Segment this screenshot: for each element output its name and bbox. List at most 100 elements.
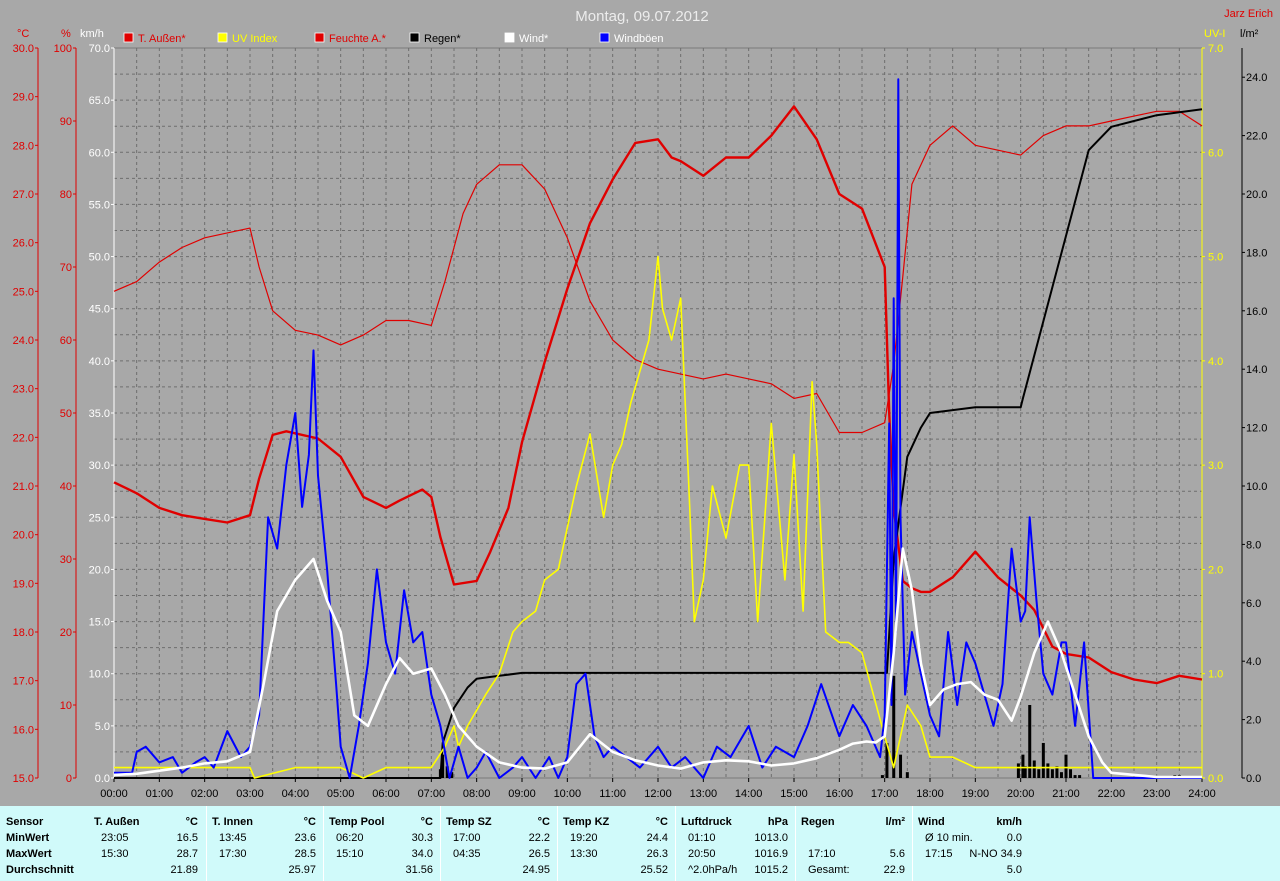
- stats-min-time: 06:20: [336, 832, 364, 844]
- uv-tick-label: 7.0: [1208, 43, 1223, 55]
- temp-tick-label: 20.0: [13, 530, 34, 542]
- stats-label-max: MaxWert: [6, 848, 52, 860]
- legend-label: UV Index: [232, 33, 278, 45]
- stats-min-value: 23.6: [294, 832, 316, 844]
- legend-swatch: [504, 32, 515, 43]
- x-tick-label: 03:00: [236, 788, 264, 800]
- hum-tick-label: 30: [60, 554, 72, 566]
- stats-avg-label: Gesamt:: [808, 864, 850, 876]
- rain-bar: [1055, 766, 1059, 778]
- hum-tick-label: 10: [60, 700, 72, 712]
- stats-max-value: 34.0: [411, 848, 433, 860]
- stats-row-labels: Sensor MinWert MaxWert Durchschnitt: [0, 806, 89, 881]
- stats-avg-value: 25.52: [640, 864, 668, 876]
- rain-bar: [1028, 705, 1032, 778]
- stats-min-time: 19:20: [570, 832, 598, 844]
- hum-tick-label: 90: [60, 116, 72, 128]
- hum-tick-label: 100: [54, 43, 72, 55]
- rain-bar: [880, 775, 884, 778]
- legend-label: Wind*: [519, 33, 549, 45]
- legend-label: T. Außen*: [138, 33, 186, 45]
- stats-min-time: 17:00: [453, 832, 481, 844]
- rain-bar: [445, 766, 449, 778]
- temp-tick-label: 18.0: [13, 627, 34, 639]
- legend-label: Feuchte A.*: [329, 33, 387, 45]
- temp-tick-label: 17.0: [13, 676, 34, 688]
- stats-label-avg: Durchschnitt: [6, 864, 74, 876]
- wind-tick-label: 25.0: [89, 512, 110, 524]
- x-tick-label: 09:00: [508, 788, 536, 800]
- stats-block-6: Luftdruck hPa 01:10 1013.0 20:50 1016.9 ^2.0hP…: [675, 806, 796, 881]
- rain-tick-label: 18.0: [1246, 247, 1267, 259]
- stats-max-time: 17:15: [925, 848, 953, 860]
- stats-max-value: 28.7: [176, 848, 198, 860]
- x-tick-label: 22:00: [1098, 788, 1126, 800]
- stats-max-time: 15:30: [101, 848, 129, 860]
- stats-avg-value: 31.56: [405, 864, 433, 876]
- wind-tick-label: 5.0: [95, 721, 110, 733]
- rain-bar: [1059, 772, 1063, 778]
- stats-max-time: 20:50: [688, 848, 716, 860]
- rain-tick-label: 0.0: [1246, 773, 1261, 785]
- temp-tick-label: 15.0: [13, 773, 34, 785]
- stats-block-unit: °C: [655, 816, 668, 828]
- rain-tick-label: 16.0: [1246, 306, 1267, 318]
- rain-tick-label: 20.0: [1246, 189, 1267, 201]
- rain-bar: [1021, 754, 1025, 778]
- axes: 00:00 01:00 02:00 03:00 04:00 05:00 06:00 07:00…: [13, 43, 1268, 800]
- stats-table: Sensor MinWert MaxWert Durchschnitt T. A…: [0, 806, 1280, 881]
- hum-tick-label: 40: [60, 481, 72, 493]
- author-label: Jarz Erich: [1224, 8, 1273, 20]
- x-tick-label: 10:00: [554, 788, 582, 800]
- rain-tick-label: 12.0: [1246, 423, 1267, 435]
- stats-max-time: 13:30: [570, 848, 598, 860]
- rain-bar: [450, 772, 454, 778]
- stats-max-time: 04:35: [453, 848, 481, 860]
- series-wind: [113, 547, 1202, 779]
- wind-tick-label: 20.0: [89, 564, 110, 576]
- stats-block-1: T. Außen °C 23:05 16.5 15:30 28.7 21.89: [89, 806, 206, 881]
- stats-block-unit: °C: [303, 816, 316, 828]
- wind-unit-label: km/h: [80, 28, 104, 40]
- stats-avg-value: 24.95: [522, 864, 550, 876]
- legend-label: Regen*: [424, 33, 461, 45]
- temp-tick-label: 29.0: [13, 92, 34, 104]
- hum-tick-label: 60: [60, 335, 72, 347]
- stats-block-name: Luftdruck: [681, 816, 732, 828]
- temp-tick-label: 21.0: [13, 481, 34, 493]
- wind-tick-label: 55.0: [89, 199, 110, 211]
- x-tick-label: 17:00: [871, 788, 899, 800]
- stats-block-name: T. Außen: [94, 816, 140, 828]
- stats-max-value: N-NO 34.9: [969, 848, 1022, 860]
- legend-swatch: [409, 32, 420, 43]
- wind-tick-label: 35.0: [89, 408, 110, 420]
- rain-bars: [438, 675, 1181, 778]
- x-tick-label: 04:00: [282, 788, 310, 800]
- series-windben: [114, 78, 1202, 779]
- stats-block-8: Wind km/h Ø 10 min. 0.0 17:15 N-NO 34.9 5.0: [912, 806, 1030, 881]
- uv-unit-label: UV-I: [1204, 28, 1225, 40]
- stats-block-2: T. Innen °C 13:45 23.6 17:30 28.5 25.97: [206, 806, 324, 881]
- rain-bar: [899, 754, 903, 778]
- rain-bar: [441, 754, 445, 778]
- stats-block-name: Wind: [918, 816, 945, 828]
- x-tick-label: 08:00: [463, 788, 491, 800]
- stats-avg-value: 21.89: [170, 864, 198, 876]
- wind-tick-label: 50.0: [89, 252, 110, 264]
- stats-block-3: Temp Pool °C 06:20 30.3 15:10 34.0 31.56: [323, 806, 441, 881]
- x-tick-label: 23:00: [1143, 788, 1171, 800]
- uv-tick-label: 1.0: [1208, 669, 1223, 681]
- stats-avg-label: ^2.0hPa/h: [688, 864, 738, 876]
- stats-max-value: 1016.9: [754, 848, 788, 860]
- x-tick-label: 15:00: [780, 788, 808, 800]
- wind-tick-label: 45.0: [89, 304, 110, 316]
- chart-title: Montag, 09.07.2012: [575, 8, 708, 25]
- x-tick-label: 06:00: [372, 788, 400, 800]
- uv-tick-label: 6.0: [1208, 147, 1223, 159]
- stats-block-name: Temp Pool: [329, 816, 385, 828]
- stats-max-value: 26.5: [528, 848, 550, 860]
- rain-bar: [1037, 769, 1041, 778]
- rain-bar: [1050, 769, 1054, 778]
- x-tick-label: 05:00: [327, 788, 355, 800]
- temp-tick-label: 25.0: [13, 286, 34, 298]
